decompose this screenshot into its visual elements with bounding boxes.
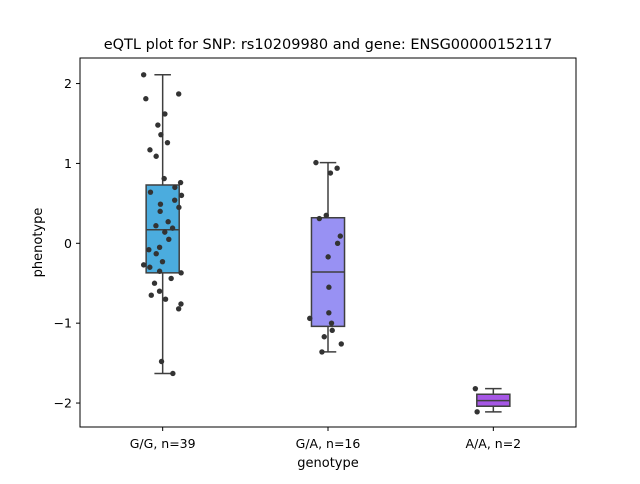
- points-group: [140, 72, 185, 377]
- points-group: [472, 385, 480, 415]
- data-point: [170, 370, 176, 377]
- x-axis-label: genotype: [297, 456, 358, 471]
- box-group: [476, 387, 511, 413]
- data-point: [157, 201, 164, 207]
- data-point: [147, 189, 154, 195]
- data-point: [151, 280, 158, 286]
- data-point: [158, 131, 164, 138]
- data-point: [474, 409, 480, 415]
- data-point: [326, 310, 332, 316]
- data-point: [178, 270, 184, 276]
- y-tick-label: 2: [64, 76, 72, 91]
- data-point: [176, 91, 182, 97]
- data-point: [316, 215, 323, 222]
- data-point: [162, 229, 168, 235]
- data-point: [148, 292, 154, 298]
- y-axis-label: phenotype: [31, 208, 46, 278]
- y-tick-label: 0: [64, 236, 72, 251]
- data-point: [472, 385, 479, 392]
- y-tick-label: −1: [54, 316, 72, 331]
- data-point: [155, 122, 161, 128]
- data-point: [337, 233, 343, 239]
- data-point: [178, 301, 184, 307]
- data-point: [166, 236, 172, 243]
- data-point: [172, 184, 178, 191]
- data-point: [164, 139, 171, 146]
- data-point: [321, 334, 327, 340]
- data-point: [326, 284, 332, 290]
- data-point: [153, 250, 159, 257]
- data-point: [143, 96, 149, 102]
- data-point: [147, 147, 153, 153]
- data-point: [171, 197, 178, 203]
- data-point: [140, 262, 147, 268]
- data-point: [153, 153, 159, 159]
- data-point: [165, 219, 171, 225]
- data-point: [338, 341, 344, 347]
- data-point: [334, 240, 341, 246]
- data-point: [328, 320, 335, 326]
- data-point: [146, 246, 152, 253]
- data-point: [177, 179, 184, 186]
- data-point: [168, 275, 174, 282]
- plot-area: [140, 72, 511, 415]
- data-point: [156, 244, 163, 250]
- data-point: [329, 327, 335, 334]
- data-point: [313, 159, 319, 166]
- data-point: [157, 208, 163, 215]
- data-point: [156, 268, 163, 274]
- y-axis: −2 −1 0 1 2: [54, 76, 80, 411]
- data-point: [334, 165, 340, 171]
- data-point: [162, 296, 169, 302]
- x-axis: G/G, n=39 G/A, n=16 A/A, n=2: [130, 427, 521, 451]
- points-group: [307, 159, 344, 355]
- data-point: [178, 192, 185, 199]
- y-tick-label: 1: [64, 156, 72, 171]
- data-point: [159, 258, 166, 265]
- data-point: [323, 212, 329, 219]
- data-point: [307, 315, 313, 322]
- x-tick-label: G/G, n=39: [130, 436, 196, 451]
- data-point: [161, 175, 167, 182]
- y-tick-label: −2: [54, 396, 72, 411]
- box-group: [145, 74, 180, 375]
- data-point: [140, 72, 147, 78]
- data-point: [319, 349, 325, 355]
- data-point: [325, 254, 331, 260]
- data-point: [327, 170, 334, 176]
- data-point: [176, 204, 182, 211]
- data-point: [162, 111, 168, 117]
- x-tick-label: G/A, n=16: [296, 436, 361, 451]
- x-tick-label: A/A, n=2: [466, 436, 522, 451]
- data-point: [156, 288, 163, 294]
- data-point: [169, 225, 176, 231]
- chart-title: eQTL plot for SNP: rs10209980 and gene: …: [104, 37, 553, 53]
- data-point: [147, 264, 153, 270]
- data-point: [158, 358, 165, 365]
- data-point: [175, 306, 182, 312]
- data-point: [153, 223, 159, 229]
